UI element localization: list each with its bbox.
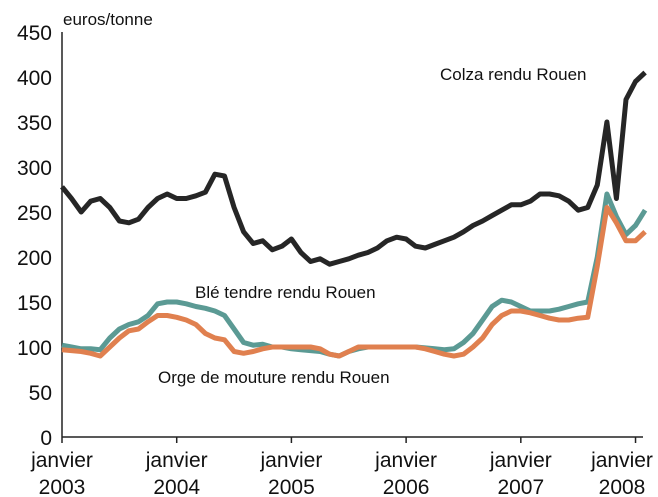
y-axis-unit: euros/tonne: [63, 10, 153, 29]
series-line: [61, 205, 647, 359]
series-annotation: Colza rendu Rouen: [440, 65, 586, 84]
y-tick-label: 100: [17, 337, 52, 360]
y-tick-label: 350: [17, 112, 52, 135]
x-tick-label: janvier 2006: [374, 449, 437, 497]
y-tick-label: 450: [17, 22, 52, 45]
series-annotation: Orge de mouture rendu Rouen: [158, 368, 390, 387]
y-tick-label: 0: [40, 427, 52, 450]
x-tick-label: janvier 2005: [259, 449, 322, 497]
x-tick-label: janvier 2007: [489, 449, 552, 497]
y-tick-label: 50: [29, 382, 52, 405]
series-line: [60, 70, 647, 267]
x-tick-label: janvier 2003: [30, 449, 93, 497]
series-annotation: Blé tendre rendu Rouen: [195, 283, 376, 302]
y-tick-label: 150: [17, 292, 52, 315]
y-tick-label: 300: [17, 157, 52, 180]
series-line: [61, 191, 648, 359]
y-tick-label: 400: [17, 67, 52, 90]
y-tick-label: 250: [17, 202, 52, 225]
x-tick-label: janvier 2008: [590, 449, 653, 497]
y-tick-label: 200: [17, 247, 52, 270]
x-tick-label: janvier 2004: [145, 449, 208, 497]
